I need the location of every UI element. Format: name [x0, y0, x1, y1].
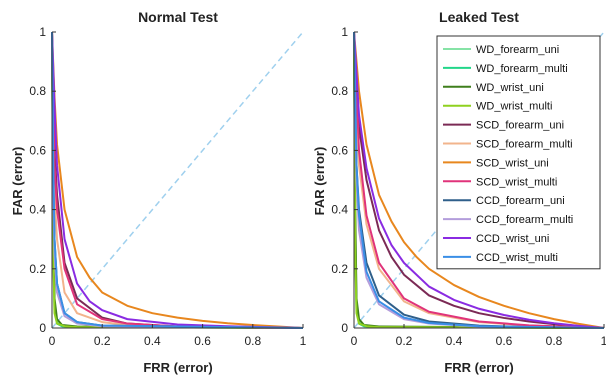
- y-tick-label: 0.6: [29, 143, 46, 157]
- reference-diagonal-line: [51, 31, 304, 329]
- x-tick-label: 0.2: [396, 334, 413, 348]
- y-tick-label: 0.2: [29, 262, 46, 276]
- x-tick-label: 1: [300, 334, 307, 348]
- series-line-scd-wrist-multi: [353, 31, 605, 329]
- y-tick-label: 0.4: [29, 203, 46, 217]
- x-tick-label: 0: [49, 334, 56, 348]
- legend-entry-label: WD_forearm_uni: [476, 44, 559, 56]
- x-tick-label: 1: [601, 334, 606, 348]
- legend: WD_forearm_uni WD_forearm_multi WD_wrist_u…: [436, 35, 601, 270]
- series-line-ccd-wrist-uni: [51, 31, 304, 329]
- x-tick-label: 0: [351, 334, 358, 348]
- legend-entry-label: WD_wrist_multi: [476, 101, 552, 113]
- legend-entry-label: CCD_forearm_uni: [476, 195, 565, 207]
- series-line-ccd-wrist-uni: [353, 31, 605, 329]
- series-line-scd-wrist-uni: [353, 31, 605, 329]
- x-tick-label: 0.4: [144, 334, 161, 348]
- x-tick-label: 0.4: [446, 334, 463, 348]
- chart-title-leaked: Leaked Test: [439, 9, 519, 25]
- y-axis-label-leaked: FAR (error): [312, 147, 327, 216]
- x-tick-label: 0.8: [244, 334, 261, 348]
- x-axis-label-normal: FRR (error): [143, 360, 212, 375]
- legend-entry-label: WD_forearm_multi: [476, 63, 568, 75]
- x-tick-label: 0.8: [546, 334, 563, 348]
- y-tick-label: 0.6: [331, 143, 348, 157]
- series-line-scd-wrist-uni: [51, 31, 304, 329]
- y-tick-label: 0.2: [331, 262, 348, 276]
- y-tick-label: 0: [341, 321, 348, 335]
- legend-entry-label: CCD_forearm_multi: [476, 214, 573, 226]
- legend-entry-label: CCD_wrist_uni: [476, 233, 549, 245]
- legend-entry-label: SCD_wrist_multi: [476, 176, 557, 188]
- plot-area-normal: 0 0.2 0.4 0.6 0.8 1 0 0.2 0.4 0.6 0.8 1: [29, 25, 306, 348]
- y-tick-label: 0.8: [29, 84, 46, 98]
- legend-entry-label: WD_wrist_uni: [476, 82, 544, 94]
- legend-box: [436, 35, 601, 270]
- x-tick-label: 0.2: [94, 334, 111, 348]
- y-tick-label: 1: [39, 25, 46, 39]
- y-tick-label: 1: [341, 25, 348, 39]
- legend-entry-label: CCD_wrist_multi: [476, 252, 558, 264]
- x-tick-label: 0.6: [194, 334, 211, 348]
- series-line-ccd-wrist-multi: [51, 31, 304, 329]
- y-axis-label-normal: FAR (error): [10, 147, 25, 216]
- legend-entry-label: SCD_wrist_uni: [476, 157, 549, 169]
- plot-area-leaked: 0 0.2 0.4 0.6 0.8 1 0 0.2 0.4 0.6 0.8 1: [331, 25, 606, 348]
- x-axis-label-leaked: FRR (error): [444, 360, 513, 375]
- series-line-wd-wrist-multi: [51, 31, 304, 329]
- series-line-ccd-wrist-multi: [353, 31, 605, 329]
- chart-title-normal: Normal Test: [138, 9, 218, 25]
- legend-entry-label: SCD_forearm_multi: [476, 139, 573, 151]
- series-line-wd-wrist-multi: [353, 31, 605, 329]
- series-line-scd-forearm-uni: [353, 31, 605, 329]
- legend-entry-label: SCD_forearm_uni: [476, 120, 564, 132]
- y-tick-label: 0.8: [331, 84, 348, 98]
- x-tick-label: 0.6: [496, 334, 513, 348]
- y-tick-label: 0: [39, 321, 46, 335]
- y-tick-label: 0.4: [331, 203, 348, 217]
